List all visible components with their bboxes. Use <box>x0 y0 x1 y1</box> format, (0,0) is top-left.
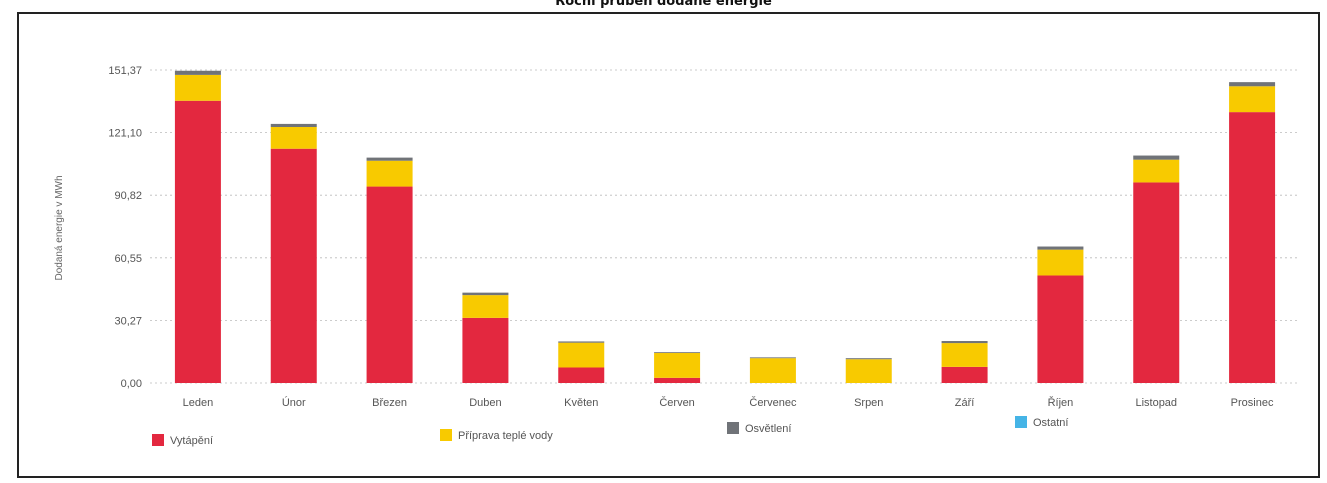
x-tick-label: Březen <box>372 397 407 409</box>
y-tick-label: 0,00 <box>121 378 142 390</box>
bar-segment <box>462 295 509 318</box>
bar-segment <box>654 377 701 383</box>
bar-segment <box>654 353 701 378</box>
y-tick-label: 121,10 <box>108 128 142 140</box>
bar-segment <box>1133 182 1180 383</box>
chart-title: Roční průběh dodané energie <box>555 0 772 9</box>
bar-segment <box>1133 155 1180 160</box>
bar-segment <box>174 74 221 101</box>
y-tick-label: 151,37 <box>108 65 142 77</box>
bar-segment <box>749 358 796 383</box>
legend-swatch <box>1015 416 1027 428</box>
bar-segment <box>941 341 988 344</box>
x-tick-label: Listopad <box>1135 397 1177 409</box>
bar-segment <box>1229 86 1276 113</box>
bar-segment <box>366 160 413 187</box>
bar-segment <box>1037 249 1084 276</box>
bar-segment <box>174 100 221 384</box>
bar-segment <box>462 317 509 383</box>
grid-lines <box>150 69 1300 384</box>
bar-segment <box>462 292 509 296</box>
bar-segment <box>749 357 796 359</box>
x-tick-label: Září <box>955 397 975 409</box>
legend-label: Osvětlení <box>745 423 791 435</box>
bar-segment <box>845 359 892 383</box>
legend-swatch <box>152 434 164 446</box>
bar-segment <box>1037 275 1084 383</box>
bar-segment <box>366 157 413 161</box>
chart-frame <box>17 12 1320 478</box>
bar-segment <box>558 341 605 343</box>
x-axis-ticks: Leden Únor Březen Duben Květen Červen Červenec… <box>183 396 1274 409</box>
legend: Vytápění Příprava teplé vody Osvětlení Osta… <box>152 416 1068 447</box>
x-tick-label: Srpen <box>854 397 883 409</box>
y-tick-label: 30,27 <box>114 315 142 327</box>
y-axis-ticks: 0,00 30,27 60,55 90,82 121,10 151,37 <box>108 65 142 390</box>
x-tick-label: Květen <box>564 397 598 409</box>
legend-swatch <box>727 422 739 434</box>
x-tick-label: Duben <box>469 397 501 409</box>
x-tick-label: Leden <box>183 397 214 409</box>
bar-segment <box>174 70 221 75</box>
bar-segment <box>270 127 317 149</box>
bar-segment <box>366 186 413 383</box>
bar-segment <box>270 123 317 128</box>
legend-label: Vytápění <box>170 435 213 447</box>
bar-segment <box>654 352 701 354</box>
x-tick-label: Červen <box>659 396 694 409</box>
legend-swatch <box>440 429 452 441</box>
bars <box>174 70 1276 384</box>
y-axis-label: Dodaná energie v MWh <box>54 175 65 280</box>
legend-label: Příprava teplé vody <box>458 430 553 442</box>
legend-label: Ostatní <box>1033 417 1068 429</box>
bar-segment <box>941 343 988 367</box>
bar-segment <box>1037 246 1084 250</box>
y-tick-label: 60,55 <box>114 253 142 265</box>
bar-segment <box>1229 112 1276 383</box>
x-tick-label: Únor <box>282 396 306 409</box>
bar-segment <box>558 342 605 368</box>
bar-segment <box>1133 159 1180 183</box>
bar-segment <box>270 148 317 383</box>
x-tick-label: Prosinec <box>1231 397 1274 409</box>
bar-segment <box>941 366 988 383</box>
y-tick-label: 90,82 <box>114 190 142 202</box>
bar-segment <box>1229 82 1276 87</box>
x-tick-label: Říjen <box>1048 396 1074 409</box>
bar-segment <box>845 358 892 360</box>
x-tick-label: Červenec <box>749 396 797 409</box>
bar-segment <box>558 367 605 383</box>
